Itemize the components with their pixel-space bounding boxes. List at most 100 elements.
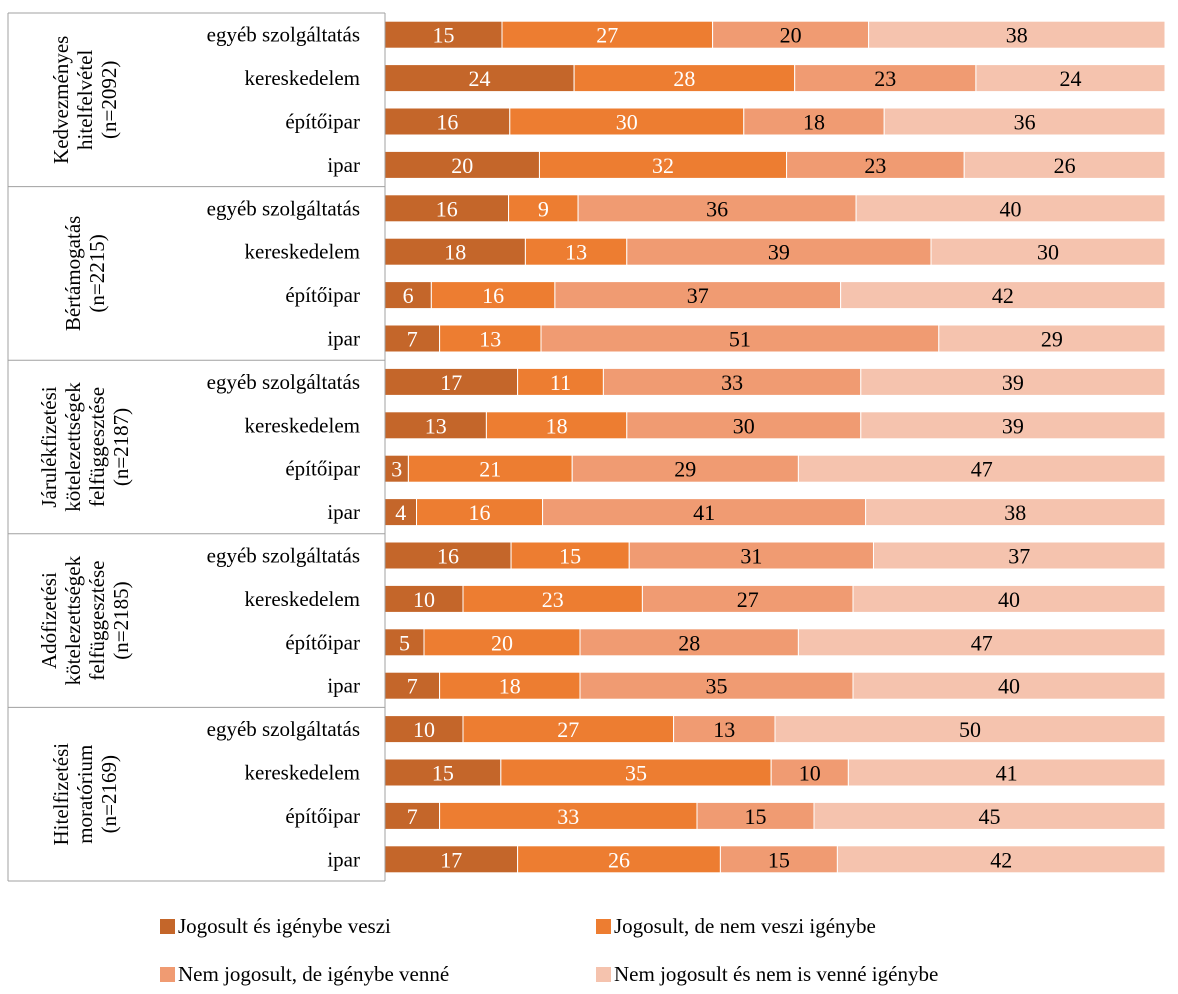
- bar-segment-4: [797, 454, 1166, 483]
- legend-swatch: [596, 967, 611, 982]
- legend-swatch: [160, 967, 175, 982]
- data-label: 41: [693, 500, 715, 525]
- bar-segment-1: [384, 411, 487, 440]
- data-label: 45: [979, 804, 1001, 829]
- legend-item-jogosult-igenybe-veszi: Jogosult és igénybe veszi: [160, 914, 391, 939]
- legend-label: Nem jogosult és nem is venné igénybe: [614, 962, 939, 986]
- data-label: 30: [1037, 240, 1059, 265]
- data-label: 39: [1002, 413, 1024, 438]
- data-label: 29: [674, 457, 696, 482]
- legend-item-nem-jogosult-de-igenybe-venne: Nem jogosult, de igénybe venné: [160, 962, 449, 987]
- category-label-epitoipar: építőipar: [285, 110, 360, 134]
- data-label: 28: [673, 66, 695, 91]
- data-label: 11: [550, 370, 571, 395]
- data-label: 28: [678, 630, 700, 655]
- data-label: 40: [998, 587, 1020, 612]
- data-label: 15: [559, 544, 581, 569]
- bar-segment-3: [554, 281, 842, 310]
- bar-segment-4: [975, 64, 1166, 93]
- data-label: 42: [992, 283, 1014, 308]
- data-label: 20: [491, 630, 513, 655]
- bar-segment-2: [485, 411, 628, 440]
- data-label: 47: [971, 630, 993, 655]
- data-label: 17: [440, 847, 462, 872]
- data-label: 20: [451, 153, 473, 178]
- data-label: 7: [407, 327, 418, 352]
- data-label: 41: [996, 761, 1018, 786]
- bar-segment-2: [538, 150, 788, 179]
- category-label-kereskedelem: kereskedelem: [245, 240, 360, 264]
- legend-item-jogosult-nem-veszi-igenybe: Jogosult, de nem veszi igénybe: [596, 914, 876, 939]
- category-label-epitoipar: építőipar: [285, 804, 360, 828]
- data-label: 30: [616, 110, 638, 135]
- data-label: 20: [780, 23, 802, 48]
- data-label: 33: [557, 804, 579, 829]
- bar-segment-2: [439, 324, 542, 353]
- bar-segment-1: [384, 584, 464, 613]
- category-label-epitoipar: építőipar: [285, 283, 360, 307]
- bar-segment-3: [542, 498, 867, 527]
- data-label: 10: [799, 761, 821, 786]
- data-label: 7: [407, 674, 418, 699]
- category-label-ipar: ipar: [327, 153, 360, 177]
- bar-segment-3: [786, 150, 965, 179]
- data-label: 10: [413, 587, 435, 612]
- bar-segment-2: [573, 64, 796, 93]
- bar-segment-3: [571, 454, 799, 483]
- category-label-ipar: ipar: [327, 674, 360, 698]
- bar-segment-3: [579, 628, 799, 657]
- category-label-ipar: ipar: [327, 327, 360, 351]
- data-label: 9: [538, 196, 549, 221]
- data-label: 16: [436, 196, 458, 221]
- category-label-egyeb-szolgaltatas: egyéb szolgáltatás: [207, 717, 360, 741]
- data-label: 30: [733, 413, 755, 438]
- data-label: 24: [469, 66, 491, 91]
- bar-segment-4: [847, 758, 1166, 787]
- bar-segment-4: [930, 237, 1166, 266]
- bar-segment-2: [416, 498, 544, 527]
- bar-segment-1: [384, 845, 519, 874]
- bar-segment-4: [852, 584, 1166, 613]
- data-label: 31: [740, 544, 762, 569]
- bar-segment-2: [501, 20, 714, 49]
- bar-segment-3: [540, 324, 940, 353]
- data-label: 15: [432, 761, 454, 786]
- bar-segment-3: [696, 801, 815, 830]
- data-label: 18: [803, 110, 825, 135]
- data-label: 47: [971, 457, 993, 482]
- data-label: 33: [721, 370, 743, 395]
- data-label: 15: [433, 23, 455, 48]
- data-label: 27: [596, 23, 618, 48]
- data-label: 35: [706, 674, 728, 699]
- bar-segment-2: [430, 281, 556, 310]
- data-label: 29: [1041, 327, 1063, 352]
- category-label-egyeb-szolgaltatas: egyéb szolgáltatás: [207, 544, 360, 568]
- bar-segment-3: [641, 584, 854, 613]
- data-label: 26: [608, 847, 630, 872]
- bar-segment-4: [836, 845, 1166, 874]
- legend-swatch: [160, 919, 175, 934]
- data-label: 16: [482, 283, 504, 308]
- data-label: 6: [403, 283, 414, 308]
- data-label: 7: [407, 804, 418, 829]
- data-label: 23: [874, 66, 896, 91]
- data-label: 38: [1006, 23, 1028, 48]
- bar-segment-1: [384, 628, 425, 657]
- data-label: 15: [745, 804, 767, 829]
- category-label-egyeb-szolgaltatas: egyéb szolgáltatás: [207, 370, 360, 394]
- category-label-egyeb-szolgaltatas: egyéb szolgáltatás: [207, 23, 360, 47]
- data-label: 16: [437, 544, 459, 569]
- legend-label: Nem jogosult, de igénybe venné: [178, 962, 450, 986]
- data-label: 40: [998, 674, 1020, 699]
- data-label: 5: [399, 630, 410, 655]
- bar-segment-3: [602, 367, 862, 396]
- category-label-kereskedelem: kereskedelem: [245, 413, 360, 437]
- legend-label: Jogosult, de nem veszi igénybe: [614, 914, 876, 938]
- bar-segment-4: [868, 20, 1166, 49]
- bar-segment-3: [579, 671, 854, 700]
- group-label-adofizetesi: Adófizetésikötelezettségekfelfüggesztése…: [37, 555, 133, 685]
- bar-segment-3: [626, 237, 932, 266]
- bar-segment-4: [813, 801, 1166, 830]
- data-label: 21: [479, 457, 501, 482]
